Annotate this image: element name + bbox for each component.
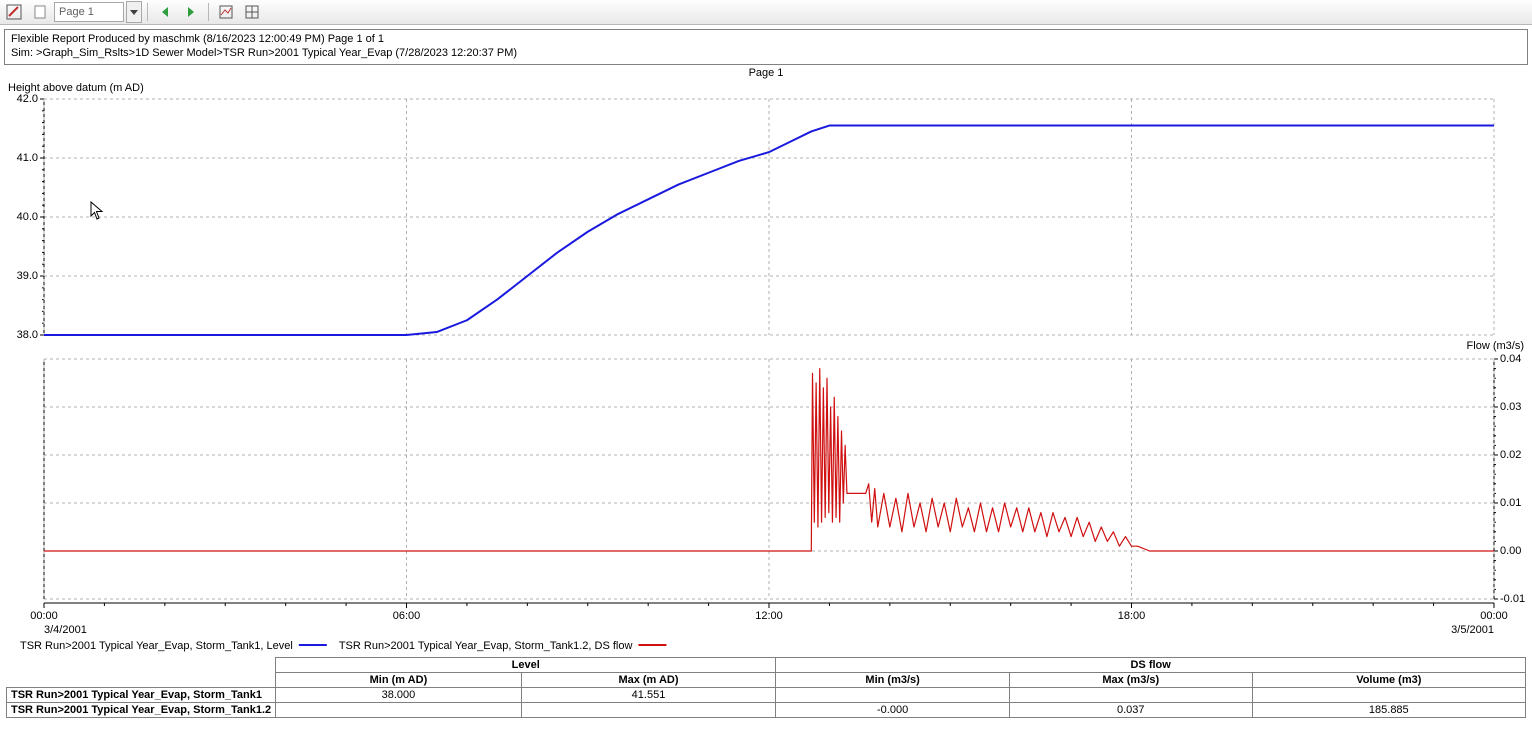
svg-text:0.01: 0.01 [1500,497,1521,509]
table-cell [776,688,1010,703]
table-cell: 38.000 [276,688,522,703]
row-label: TSR Run>2001 Typical Year_Evap, Storm_Ta… [7,703,276,718]
table-cell [521,703,776,718]
col-group-level: Level [276,658,776,673]
chart-svg[interactable]: Height above datum (m AD)Flow (m3/s)38.0… [6,79,1526,657]
table-cell [1009,688,1252,703]
doc-icon[interactable] [28,1,52,23]
svg-text:0.03: 0.03 [1500,401,1521,413]
table-row: TSR Run>2001 Typical Year_Evap, Storm_Ta… [7,688,1526,703]
col-header: Min (m AD) [276,673,522,688]
toolbar-separator [208,3,209,21]
svg-text:TSR Run>2001 Typical Year_Evap: TSR Run>2001 Typical Year_Evap, Storm_Ta… [339,640,633,652]
report-header-line1: Flexible Report Produced by maschmk (8/1… [11,32,1521,46]
svg-text:38.0: 38.0 [17,329,38,341]
grid-icon[interactable] [240,1,264,23]
toolbar-separator [147,3,148,21]
page-selector[interactable]: Page 1 [54,2,124,22]
page-label: Page 1 [0,65,1532,79]
table-cell [1252,688,1525,703]
svg-text:Flow (m3/s): Flow (m3/s) [1467,340,1524,352]
prev-page-button[interactable] [153,1,177,23]
svg-text:TSR Run>2001 Typical Year_Evap: TSR Run>2001 Typical Year_Evap, Storm_Ta… [20,640,293,652]
svg-text:0.02: 0.02 [1500,449,1521,461]
chart-area: Height above datum (m AD)Flow (m3/s)38.0… [6,79,1526,657]
col-header: Max (m AD) [521,673,776,688]
page-selector-text: Page 1 [59,6,94,18]
svg-text:0.04: 0.04 [1500,353,1521,365]
svg-text:42.0: 42.0 [17,93,38,105]
col-header: Volume (m3) [1252,673,1525,688]
svg-text:18:00: 18:00 [1118,610,1146,622]
svg-text:41.0: 41.0 [17,152,38,164]
edit-icon[interactable] [2,1,26,23]
row-label: TSR Run>2001 Typical Year_Evap, Storm_Ta… [7,688,276,703]
table-row: TSR Run>2001 Typical Year_Evap, Storm_Ta… [7,703,1526,718]
summary-table: LevelDS flow Min (m AD)Max (m AD)Min (m3/… [6,657,1526,718]
svg-text:40.0: 40.0 [17,211,38,223]
col-header: Max (m3/s) [1009,673,1252,688]
chart-icon[interactable] [214,1,238,23]
col-group-dsflow: DS flow [776,658,1526,673]
next-page-button[interactable] [179,1,203,23]
report-header-line2: Sim: >Graph_Sim_Rslts>1D Sewer Model>TSR… [11,46,1521,60]
page-dropdown[interactable] [126,1,142,23]
svg-text:3/4/2001: 3/4/2001 [44,624,87,636]
svg-text:06:00: 06:00 [393,610,421,622]
toolbar: Page 1 [0,0,1532,25]
svg-text:00:00: 00:00 [30,610,58,622]
col-header: Min (m3/s) [776,673,1010,688]
svg-text:3/5/2001: 3/5/2001 [1451,624,1494,636]
table-cell [276,703,522,718]
table-cell: -0.000 [776,703,1010,718]
svg-text:12:00: 12:00 [755,610,783,622]
svg-text:0.00: 0.00 [1500,545,1521,557]
table-cell: 0.037 [1009,703,1252,718]
report-header: Flexible Report Produced by maschmk (8/1… [4,29,1528,65]
table-cell: 185.885 [1252,703,1525,718]
svg-text:39.0: 39.0 [17,270,38,282]
svg-text:-0.01: -0.01 [1500,593,1525,605]
table-cell: 41.551 [521,688,776,703]
svg-text:00:00: 00:00 [1480,610,1508,622]
